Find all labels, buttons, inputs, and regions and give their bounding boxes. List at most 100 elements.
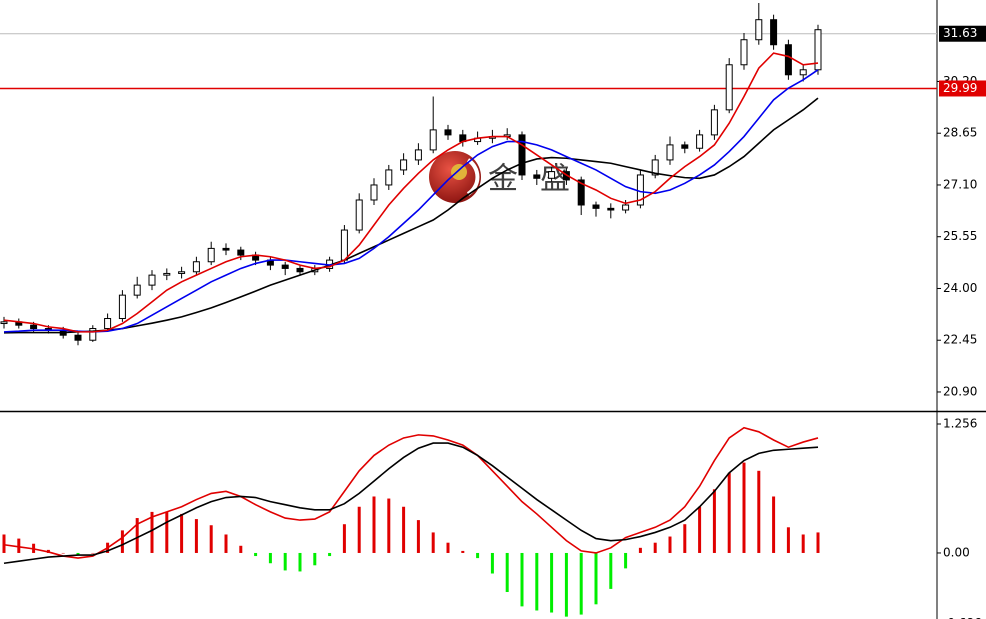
- histogram-bar: [2, 534, 6, 553]
- candle-body: [281, 264, 289, 269]
- candle-body: [681, 144, 689, 149]
- candle-body: [355, 199, 363, 231]
- y-tick-label: 27.10: [943, 177, 977, 191]
- histogram-bar: [17, 538, 21, 553]
- histogram-bar: [801, 534, 805, 553]
- candle-body: [192, 261, 200, 273]
- histogram-bar: [505, 552, 509, 592]
- histogram-bar: [698, 506, 702, 553]
- candle-body: [30, 324, 38, 330]
- histogram-bar: [402, 506, 406, 553]
- histogram-bar: [328, 552, 332, 557]
- candle-body: [118, 294, 126, 320]
- price-axis: 20.9022.4524.0025.5527.1028.6530.2031.63…: [937, 25, 986, 619]
- candle-body: [740, 39, 748, 66]
- indicator-line: [3, 52, 819, 333]
- candle-body: [533, 174, 541, 179]
- histogram-bar: [594, 552, 598, 605]
- y-tick-label: 25.55: [943, 229, 977, 243]
- watermark-text: 金盛: [488, 162, 592, 197]
- candle-body: [370, 184, 378, 201]
- histogram-bar: [209, 525, 213, 553]
- histogram-bar: [416, 520, 420, 553]
- histogram-bar: [120, 530, 124, 553]
- hline-label: 29.99: [943, 81, 977, 95]
- histogram-bar: [194, 519, 198, 553]
- histogram-bar: [342, 524, 346, 553]
- candle-body: [89, 328, 97, 341]
- candle-body: [577, 179, 585, 206]
- histogram-bar: [298, 552, 302, 572]
- histogram-bar: [668, 536, 672, 553]
- last-price-box: [939, 25, 986, 42]
- candle-body: [207, 247, 215, 263]
- candle-body: [222, 247, 230, 251]
- candle-body: [385, 169, 393, 186]
- histogram-bar: [772, 496, 776, 553]
- histogram-bar: [431, 532, 435, 553]
- histogram-bar: [727, 472, 731, 553]
- candle-body: [607, 207, 615, 211]
- candle-body: [74, 334, 82, 341]
- candle-body: [400, 159, 408, 171]
- histogram-bar: [816, 532, 820, 553]
- y-tick-label: 0.00: [943, 545, 970, 559]
- y-tick-label: 28.65: [943, 126, 977, 140]
- histogram-bar: [624, 552, 628, 569]
- candle-body: [799, 69, 807, 76]
- candle-body: [725, 64, 733, 111]
- watermark-logo: [429, 151, 481, 203]
- y-tick-label: 24.00: [943, 281, 977, 295]
- histogram-bar: [683, 524, 687, 553]
- candle-body: [770, 19, 778, 46]
- candle-body: [696, 134, 704, 149]
- histogram-bar: [91, 552, 95, 554]
- candle-body: [622, 204, 630, 211]
- histogram-bar: [535, 552, 539, 611]
- histogram-bar: [446, 542, 450, 553]
- candle-body: [592, 204, 600, 209]
- histogram-bar: [638, 547, 642, 553]
- candle-body: [148, 274, 156, 286]
- y-tick-label: -0.686: [943, 616, 982, 619]
- y-tick-label: 1.256: [943, 416, 977, 430]
- histogram-bar: [283, 552, 287, 571]
- y-tick-label: 20.90: [943, 384, 977, 398]
- histogram-bar: [757, 470, 761, 553]
- histogram-bar: [490, 552, 494, 574]
- histogram-bar: [180, 513, 184, 553]
- histogram-bar: [653, 542, 657, 553]
- indicator-line: [3, 442, 819, 565]
- histogram-bar: [387, 498, 391, 553]
- candle-body: [710, 109, 718, 136]
- histogram-bar: [550, 552, 554, 613]
- last-price-label: 31.63: [943, 26, 977, 40]
- histogram-bar: [357, 506, 361, 553]
- candle-body: [429, 129, 437, 151]
- histogram-bar: [712, 489, 716, 553]
- histogram-bar: [564, 552, 568, 617]
- price-plot: [0, 3, 937, 346]
- macd-plot: [2, 426, 820, 617]
- candle-body: [0, 321, 8, 325]
- histogram-bar: [224, 534, 228, 553]
- candle-body: [296, 267, 304, 273]
- histogram-bar: [165, 511, 169, 553]
- y-tick-label: 22.45: [943, 333, 977, 347]
- histogram-bar: [372, 496, 376, 553]
- candle-body: [666, 144, 674, 161]
- candle-body: [340, 229, 348, 261]
- candle-body: [548, 171, 556, 179]
- histogram-bar: [461, 550, 465, 553]
- histogram-bar: [239, 545, 243, 553]
- indicator-line: [3, 97, 819, 334]
- candle-body: [444, 129, 452, 136]
- candle-body: [784, 44, 792, 76]
- candle-body: [133, 284, 141, 296]
- histogram-bar: [313, 552, 317, 566]
- indicator-line: [3, 426, 819, 559]
- histogram-bar: [786, 527, 790, 553]
- histogram-bar: [742, 462, 746, 553]
- hline-box: [939, 80, 986, 97]
